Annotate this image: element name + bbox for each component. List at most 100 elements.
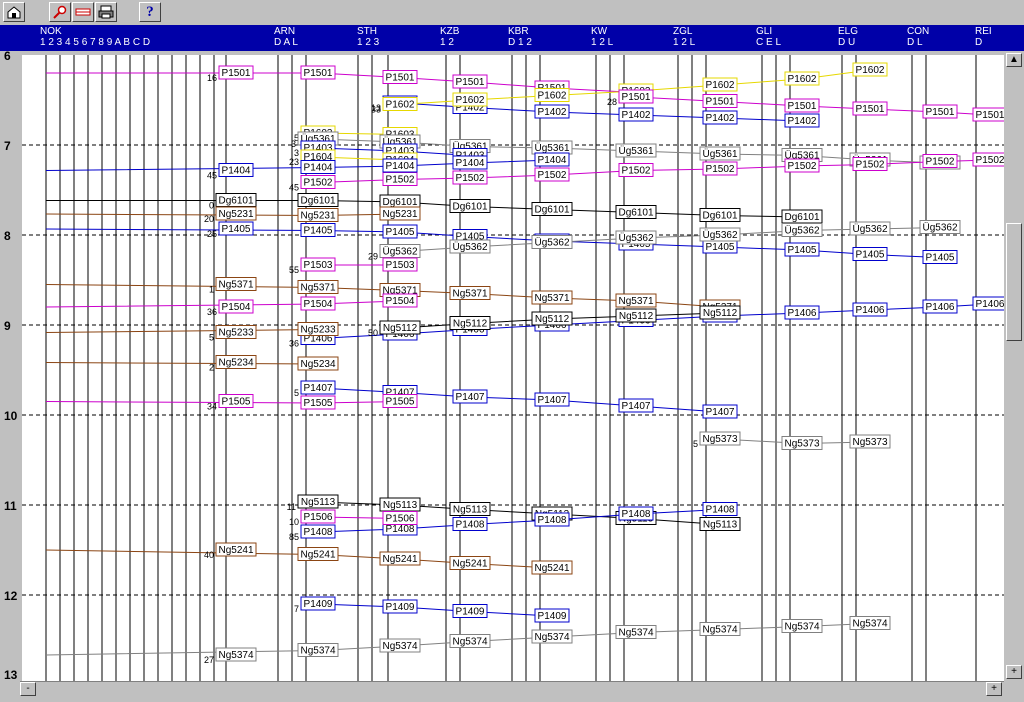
home-button[interactable]: [3, 2, 25, 22]
train-label-box: [972, 107, 1004, 122]
train-label-box: [382, 224, 418, 239]
train-label: P1405: [386, 227, 415, 238]
scroll-thumb[interactable]: [1006, 223, 1022, 341]
train-label: P1405: [304, 226, 333, 237]
train-line: [317, 603, 553, 617]
train-minute: 45: [289, 183, 299, 193]
train-label-box: [449, 634, 491, 648]
train-label-box: [702, 77, 738, 92]
train-path: Dg6101 0 Dg6101 Dg6101 Dg6101 Dg6101 Dg6101 Dg6…: [46, 193, 823, 224]
train-label: P1504: [386, 296, 415, 307]
train-label-box: [618, 506, 654, 521]
train-label: P1502: [386, 175, 415, 186]
train-minute: 85: [289, 532, 299, 542]
train-label-box: [218, 65, 254, 80]
train-label: Ng5371: [618, 296, 653, 307]
train-label: Ng5374: [300, 646, 335, 657]
train-path: P1505 34 P1505 P1505: [45, 394, 418, 412]
hour-label: 6: [4, 51, 11, 63]
train-label-box: [382, 257, 418, 272]
train-minute: 11: [287, 502, 296, 512]
train-label: Üg5362: [382, 246, 417, 258]
train-label: Ng5233: [218, 328, 253, 339]
train-label-box: [452, 389, 488, 404]
train-path: Üg5362 29 Üg5362 Üg5362 Üg5362 Üg5362 Üg5362 Üg…: [368, 220, 961, 262]
train-label: P1405: [222, 224, 251, 235]
train-label: Üg5362: [534, 237, 569, 249]
toolbar: ?: [0, 0, 1024, 26]
station-kzb: KZB 1 2: [440, 26, 459, 48]
train-label-box: [699, 227, 741, 242]
train-label: Ng5374: [382, 641, 417, 652]
train-label-box: [534, 512, 570, 527]
scroll-up-button[interactable]: ▲: [1006, 53, 1022, 67]
train-label: P1502: [856, 160, 885, 171]
train-label: Ng5231: [300, 211, 335, 222]
train-graph: 678910111213P150116P1501P1501P1501P1501P…: [0, 51, 1004, 681]
track-button[interactable]: [72, 2, 94, 22]
train-label-box: [218, 163, 254, 177]
train-label: Ng5371: [452, 289, 487, 300]
train-label: P1404: [456, 158, 485, 169]
train-label: P1405: [788, 245, 817, 256]
train-label-box: [972, 296, 1004, 311]
train-label-box: [379, 638, 421, 653]
train-path: P1501 28 P1501 P1501 P1501 P1501 P1501: [607, 89, 1004, 122]
station-gli: GLI C E L: [756, 26, 781, 48]
train-label: Ng5234: [218, 358, 253, 369]
hour-label: 8: [4, 229, 11, 243]
train-label: Ng5231: [218, 209, 253, 220]
train-label-box: [534, 392, 570, 407]
train-label-box: [297, 208, 339, 222]
station-arn: ARN D A L: [274, 26, 298, 48]
train-minute: 40: [204, 550, 214, 560]
station-code: GLI: [756, 26, 773, 37]
hour-label: 12: [4, 589, 18, 603]
train-label: P1403: [304, 143, 333, 154]
train-label: Dg6101: [534, 205, 569, 216]
train-path: P1503 55 P1503: [289, 257, 418, 275]
vertical-scrollbar[interactable]: ▲ +: [1004, 51, 1024, 681]
station-kw: KW 1 2 L: [591, 26, 613, 48]
train-label-box: [534, 104, 570, 119]
scroll-down-button[interactable]: +: [1006, 665, 1022, 679]
train-label-box: [531, 629, 573, 644]
train-label: Ng5374: [218, 650, 253, 661]
zoom-button[interactable]: [49, 2, 71, 22]
help-button[interactable]: ?: [139, 2, 161, 22]
train-label: P1506: [304, 512, 333, 523]
train-minute: 45: [207, 171, 217, 181]
train-label-box: [849, 434, 891, 449]
train-label: Ng5371: [300, 283, 335, 294]
station-code: KW: [591, 26, 608, 37]
train-label: P1602: [538, 91, 567, 102]
train-label-box: [972, 152, 1004, 167]
train-label: Ng5374: [534, 632, 569, 643]
scrollbar-corner: [1004, 681, 1024, 702]
train-label: Ng5373: [852, 437, 887, 448]
train-label-box: [534, 167, 570, 182]
train-minute: 34: [207, 402, 217, 412]
train-label: P1402: [538, 107, 567, 118]
train-label-box: [452, 155, 488, 170]
train-label-box: [297, 280, 339, 294]
train-minute: 55: [289, 265, 299, 275]
print-button[interactable]: [95, 2, 117, 22]
train-label: P1407: [456, 392, 485, 403]
horizontal-scrollbar[interactable]: - +: [20, 681, 1004, 698]
train-minute: 0: [209, 201, 214, 211]
train-label-box: [852, 62, 888, 77]
scroll-right-button[interactable]: +: [986, 682, 1002, 696]
scroll-left-button[interactable]: -: [20, 682, 36, 696]
train-label: P1404: [222, 166, 251, 177]
train-label-box: [300, 65, 336, 80]
train-label-box: [699, 517, 741, 531]
train-label-box: [618, 398, 654, 413]
train-label: P1404: [538, 155, 567, 166]
station-tracks: 1 2 L: [591, 37, 614, 48]
train-label: P1501: [222, 68, 251, 79]
train-label-box: [218, 221, 254, 236]
train-label: P1501: [304, 68, 333, 79]
train-minute: 33: [371, 105, 381, 115]
house-icon: [7, 6, 21, 19]
